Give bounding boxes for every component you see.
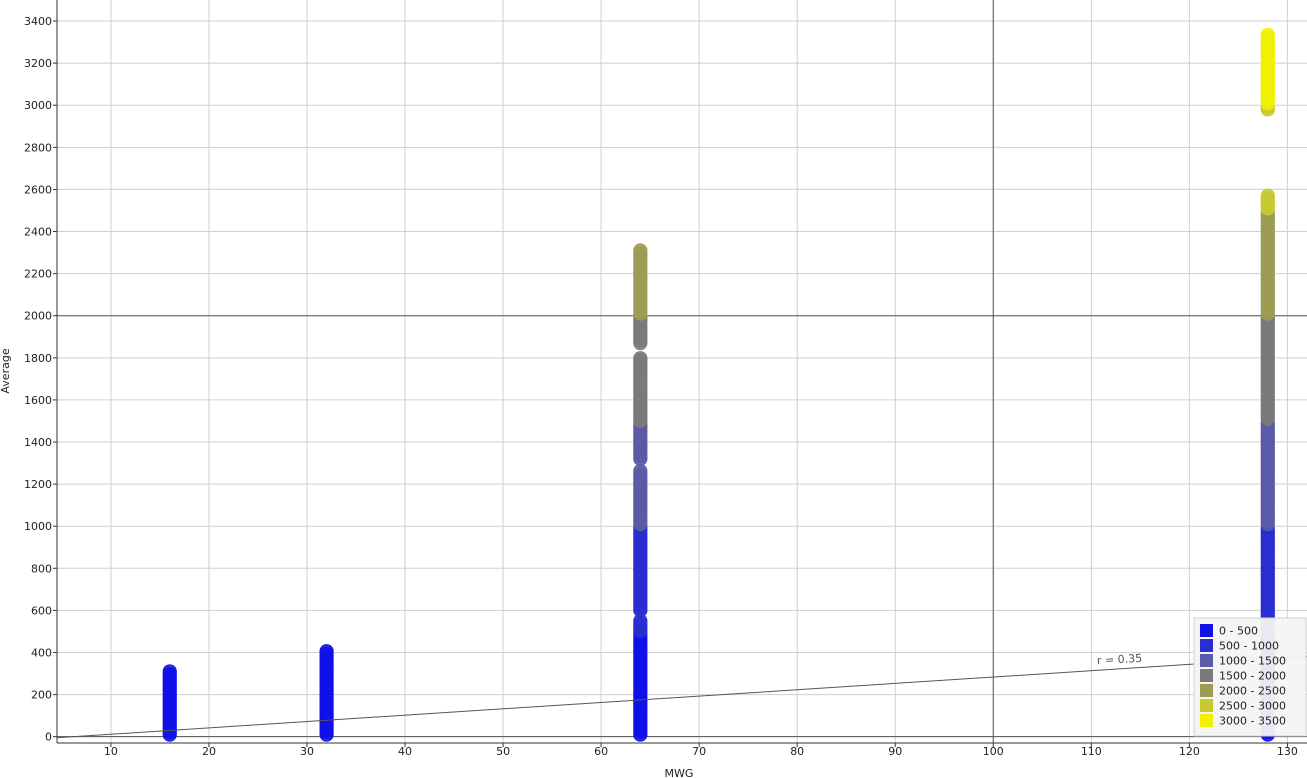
trend-line	[56, 656, 1307, 739]
legend-label: 500 - 1000	[1219, 640, 1279, 653]
y-tick-label: 3000	[24, 99, 52, 112]
y-tick-label: 1000	[24, 520, 52, 533]
x-tick-label: 130	[1277, 745, 1298, 758]
x-tick-label: 10	[104, 745, 118, 758]
y-tick-label: 0	[45, 731, 52, 744]
y-tick-label: 2200	[24, 268, 52, 281]
data-points	[162, 27, 1275, 742]
x-tick-label: 20	[202, 745, 216, 758]
y-tick-label: 2600	[24, 183, 52, 196]
data-point-0to500	[162, 664, 177, 679]
grid-lines	[57, 0, 1307, 743]
x-axis-label: MWG	[665, 767, 694, 778]
legend-swatch	[1200, 699, 1213, 712]
y-tick-label: 2000	[24, 310, 52, 323]
x-tick-label: 110	[1081, 745, 1102, 758]
legend-swatch	[1200, 624, 1213, 637]
legend-label: 1000 - 1500	[1219, 655, 1286, 668]
trendline: r = 0.35	[56, 652, 1307, 739]
reference-lines	[57, 0, 1307, 743]
y-axis-label: Average	[0, 348, 12, 393]
legend-swatch	[1200, 669, 1213, 682]
trendline-label: r = 0.35	[1097, 652, 1143, 668]
y-tick-label: 2800	[24, 141, 52, 154]
legend-label: 1500 - 2000	[1219, 670, 1286, 683]
data-point-3000to3500	[1260, 27, 1275, 43]
legend-swatch	[1200, 639, 1213, 652]
legend-swatch	[1200, 654, 1213, 667]
x-tick-label: 80	[790, 745, 804, 758]
legend-swatch	[1200, 684, 1213, 697]
y-tick-label: 400	[31, 646, 52, 659]
x-tick-label: 100	[983, 745, 1004, 758]
y-tick-label: 200	[31, 689, 52, 702]
y-tick-label: 2400	[24, 226, 52, 239]
data-point-0to500	[319, 644, 334, 659]
y-tick-label: 1800	[24, 352, 52, 365]
legend-label: 0 - 500	[1219, 625, 1258, 638]
data-point-1500to2000	[633, 351, 648, 366]
x-tick-label: 70	[692, 745, 706, 758]
legend-label: 2500 - 3000	[1219, 700, 1286, 713]
x-tick-label: 60	[594, 745, 608, 758]
legend-swatch	[1200, 714, 1213, 727]
legend: 0 - 500 500 - 1000 1000 - 1500 1500 - 2000 2…	[1193, 617, 1307, 737]
x-tick-label: 30	[300, 745, 314, 758]
tick-labels: 10 20 30 40 50 60 70 80 90 100 110 120 130 0 200 400 600…	[24, 15, 1298, 758]
data-point-1000to1500	[633, 463, 648, 479]
data-point-2000to2500	[633, 243, 648, 258]
data-point-2500to3000	[1260, 188, 1275, 203]
x-tick-label: 40	[398, 745, 412, 758]
y-tick-label: 3400	[24, 15, 52, 28]
y-tick-label: 1400	[24, 436, 52, 449]
y-tick-label: 600	[31, 604, 52, 617]
y-tick-label: 800	[31, 562, 52, 575]
x-tick-label: 90	[888, 745, 902, 758]
x-tick-label: 50	[496, 745, 510, 758]
y-tick-label: 1600	[24, 394, 52, 407]
axes	[56, 0, 1307, 744]
legend-label: 3000 - 3500	[1219, 715, 1286, 728]
y-tick-label: 3200	[24, 57, 52, 70]
y-tick-label: 1200	[24, 478, 52, 491]
x-tick-label: 120	[1179, 745, 1200, 758]
legend-label: 2000 - 2500	[1219, 685, 1286, 698]
